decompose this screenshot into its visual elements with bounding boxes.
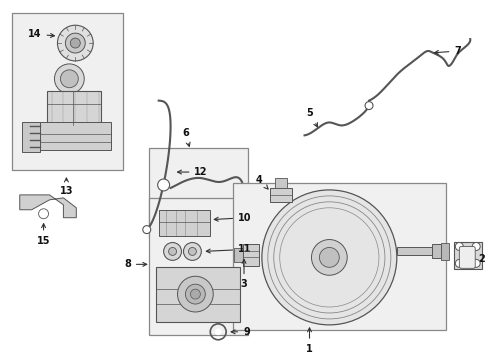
Circle shape: [365, 102, 373, 109]
Text: 11: 11: [206, 244, 251, 255]
Bar: [149, 148, 248, 238]
Circle shape: [215, 329, 221, 335]
Circle shape: [191, 289, 200, 299]
Bar: [275, 178, 287, 188]
Text: 7: 7: [435, 46, 461, 56]
Circle shape: [472, 260, 480, 267]
Circle shape: [57, 25, 93, 61]
Text: 8: 8: [124, 259, 147, 269]
Text: 5: 5: [307, 108, 318, 127]
Text: 1: 1: [306, 328, 313, 354]
Circle shape: [60, 70, 78, 88]
Bar: [243, 244, 259, 266]
Circle shape: [71, 38, 80, 48]
Circle shape: [39, 209, 49, 219]
Circle shape: [319, 247, 339, 267]
Bar: [22, 122, 40, 152]
Bar: [12, 13, 123, 170]
Text: 15: 15: [37, 224, 50, 246]
Bar: [233, 183, 446, 330]
FancyBboxPatch shape: [459, 247, 475, 268]
Text: 6: 6: [182, 128, 190, 147]
Bar: [159, 210, 210, 235]
Circle shape: [262, 190, 397, 325]
Bar: [40, 122, 111, 150]
Text: 2: 2: [460, 255, 485, 264]
Text: 3: 3: [241, 260, 247, 289]
Circle shape: [169, 247, 176, 255]
Circle shape: [312, 239, 347, 275]
Bar: [397, 247, 432, 255]
Polygon shape: [20, 195, 76, 218]
Bar: [270, 188, 292, 202]
Text: 4: 4: [256, 175, 268, 189]
Circle shape: [183, 243, 201, 260]
Circle shape: [455, 243, 464, 251]
Bar: [234, 248, 243, 262]
Text: 12: 12: [177, 167, 208, 177]
Circle shape: [65, 33, 85, 53]
Bar: [47, 91, 101, 125]
Circle shape: [455, 260, 464, 267]
Circle shape: [177, 276, 213, 312]
Bar: [432, 244, 441, 258]
Circle shape: [54, 64, 84, 94]
Bar: [156, 267, 240, 322]
Circle shape: [189, 247, 196, 255]
Bar: [454, 242, 482, 269]
Circle shape: [158, 179, 170, 191]
Text: 10: 10: [214, 213, 251, 223]
Text: 14: 14: [28, 29, 54, 39]
Bar: [441, 243, 449, 260]
Bar: [149, 198, 248, 335]
Circle shape: [472, 243, 480, 251]
Text: 9: 9: [231, 327, 250, 337]
Circle shape: [143, 226, 151, 234]
Circle shape: [164, 243, 181, 260]
Circle shape: [185, 284, 205, 304]
Text: 13: 13: [60, 178, 73, 196]
